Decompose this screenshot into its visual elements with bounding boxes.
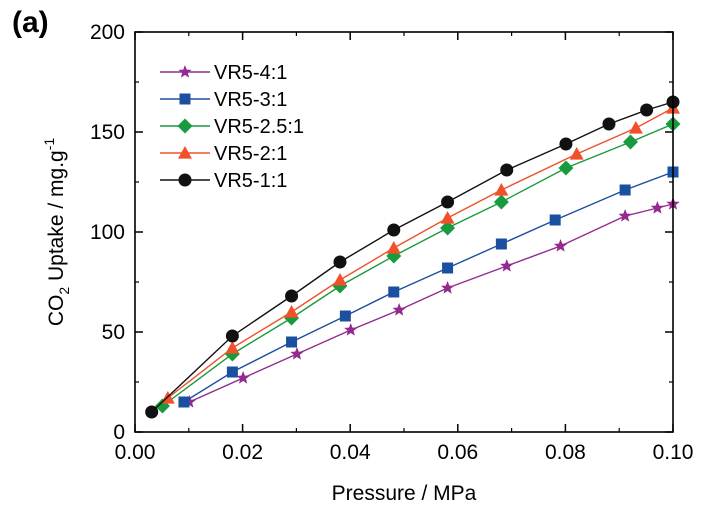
data-point [440,220,456,236]
y-axis-title-superscript: -1 [41,138,57,151]
x-tick-label: 0.00 [115,441,156,464]
data-point [493,194,509,210]
data-point [442,262,454,274]
data-point [290,347,304,360]
legend-item: VR5-2:1 [160,143,287,165]
y-tick-label: 0 [113,421,125,444]
data-point [440,281,455,294]
legend-marker [177,118,193,134]
data-point [145,405,159,419]
data-point [284,305,299,318]
legend-label: VR5-3:1 [214,89,287,111]
data-point [178,396,190,408]
legend-marker [178,146,192,159]
data-point [628,121,643,134]
legend-marker [179,93,191,105]
data-point [236,371,250,384]
data-point [286,336,298,348]
data-point [602,117,616,131]
data-point [549,214,561,226]
data-point [640,103,654,117]
data-point [388,286,400,298]
legend-marker [178,65,192,78]
y-axis-title-prefix: CO [45,295,68,327]
data-point [495,238,507,250]
data-point [494,183,509,196]
legend-item: VR5-4:1 [160,62,287,84]
data-point [392,303,406,316]
series-VR5-1:1 [145,95,680,419]
data-point [650,201,665,214]
series-line [167,107,674,399]
data-point [226,366,238,378]
x-tick-label: 0.02 [222,441,263,464]
y-axis-title: CO2 Uptake / mg.g-1 [41,138,72,327]
legend-label: VR5-1:1 [214,170,287,192]
y-tick-label: 100 [90,221,125,244]
data-point [339,310,351,322]
series-VR5-4:1 [182,197,680,408]
x-axis-title: Pressure / MPa [332,482,477,505]
data-point [225,329,239,343]
data-point [387,223,401,237]
legend-label: VR5-2.5:1 [214,116,304,138]
data-point [558,160,574,176]
data-point [441,195,455,209]
legend-label: VR5-2:1 [214,143,287,165]
x-tick-label: 0.04 [330,441,371,464]
series-layer [145,95,681,419]
x-tick-label: 0.06 [437,441,478,464]
data-point [619,184,631,196]
y-axis-title-subscript: 2 [56,287,72,295]
data-point [344,323,358,336]
data-point [440,211,455,224]
data-point [618,209,632,222]
series-VR5-2:1 [160,101,680,404]
series-VR5-3:1 [178,166,679,408]
y-axis-title-middle: Uptake / mg.g [45,150,68,287]
y-tick-label: 50 [102,321,125,344]
data-point [386,241,401,254]
data-point [559,137,573,151]
data-point [332,273,347,286]
legend-label: VR5-4:1 [214,62,287,84]
legend-item: VR5-3:1 [160,89,287,111]
data-point [500,259,514,272]
legend-marker [178,173,192,187]
x-tick-label: 0.10 [653,441,694,464]
data-point [553,239,568,252]
axes-layer: 0.00 0.02 0.04 0.06 0.08 0.10 0 50 100 150 200 [90,21,693,464]
data-point [333,255,347,269]
data-point [569,147,584,160]
data-point [622,134,638,150]
y-tick-label: 200 [90,21,125,44]
legend-item: VR5-1:1 [160,170,287,192]
series-line [183,171,674,403]
legend-item: VR5-2.5:1 [160,116,304,138]
series-line [162,123,674,407]
data-point [225,341,240,354]
panel-label: (a) [12,6,49,39]
data-point [500,163,514,177]
data-point [285,289,299,303]
legend: VR5-4:1 VR5-3:1 VR5-2.5:1 VR5-2:1 VR5-1:1 [160,62,304,192]
x-tick-label: 0.08 [545,441,586,464]
series-line [189,203,674,403]
y-tick-label: 150 [90,121,125,144]
